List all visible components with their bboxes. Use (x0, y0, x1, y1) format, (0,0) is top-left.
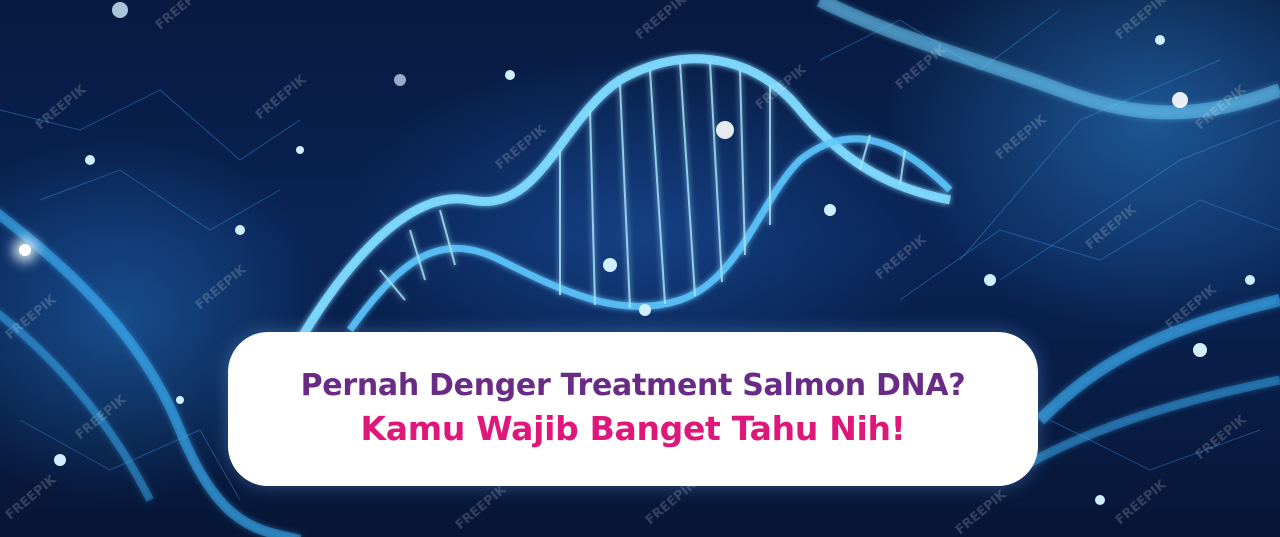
svg-text:FREEPIK: FREEPIK (953, 487, 1010, 537)
svg-text:FREEPIK: FREEPIK (193, 262, 250, 313)
svg-text:FREEPIK: FREEPIK (1113, 477, 1170, 528)
headline-card: Pernah Denger Treatment Salmon DNA? Kamu… (228, 332, 1038, 486)
svg-text:FREEPIK: FREEPIK (633, 0, 690, 43)
headline-line-2: Kamu Wajib Banget Tahu Nih! (360, 409, 906, 448)
svg-text:FREEPIK: FREEPIK (253, 72, 310, 123)
svg-text:FREEPIK: FREEPIK (1083, 202, 1140, 253)
dna-helix-icon (296, 54, 953, 343)
svg-text:FREEPIK: FREEPIK (453, 482, 510, 533)
svg-text:FREEPIK: FREEPIK (153, 0, 210, 33)
glow-nodes (13, 2, 1255, 505)
dna-helix-left (0, 208, 302, 537)
svg-text:FREEPIK: FREEPIK (873, 232, 930, 283)
svg-text:FREEPIK: FREEPIK (3, 472, 60, 523)
svg-text:FREEPIK: FREEPIK (1193, 412, 1250, 463)
svg-text:FREEPIK: FREEPIK (993, 112, 1050, 163)
svg-text:FREEPIK: FREEPIK (3, 292, 60, 343)
headline-line-1: Pernah Denger Treatment Salmon DNA? (300, 368, 966, 403)
